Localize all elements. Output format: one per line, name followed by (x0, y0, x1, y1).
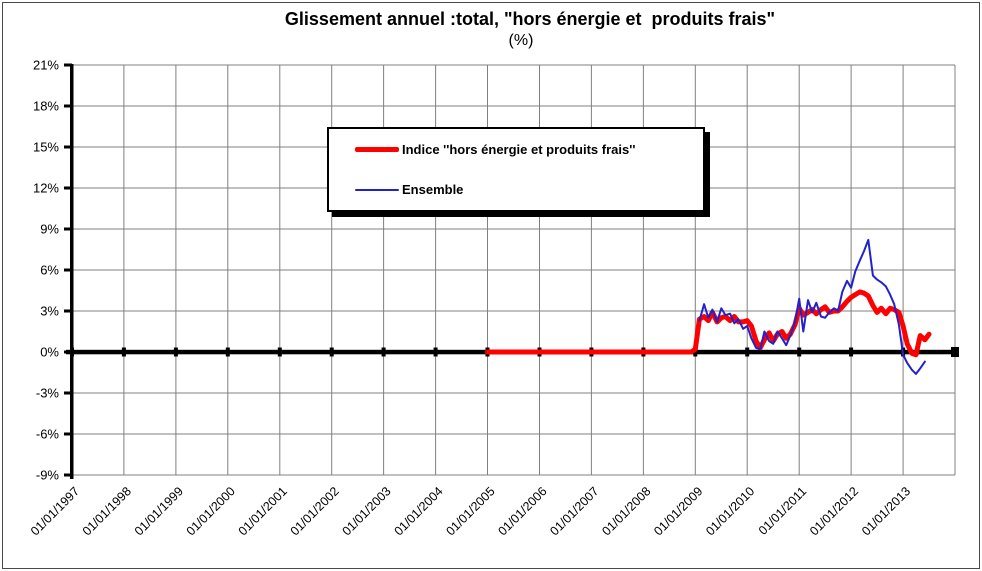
x-tick-label: 01/01/2009 (651, 484, 705, 538)
x-tick-label: 01/01/2004 (392, 484, 446, 538)
y-tick-label: 15% (33, 140, 59, 155)
y-axis-tick (64, 473, 72, 477)
y-tick-label: 18% (33, 99, 59, 114)
x-axis-tick (173, 347, 178, 357)
x-axis-tick (797, 347, 802, 357)
x-tick-label: 01/01/2002 (288, 484, 342, 538)
x-axis-endcap (951, 347, 959, 357)
legend-item-ensemble: Ensemble (355, 182, 703, 197)
x-tick-label: 01/01/2013 (859, 484, 913, 538)
x-tick-label: 01/01/1998 (80, 484, 134, 538)
y-axis-tick (64, 268, 72, 272)
x-tick-label: 01/01/2008 (599, 484, 653, 538)
x-axis-tick (121, 347, 126, 357)
chart-subtitle: (%) (508, 32, 534, 49)
y-tick-label: 9% (40, 222, 59, 237)
legend-swatch-indice-line-icon (355, 146, 399, 152)
series-line-ensemble (698, 238, 926, 375)
x-tick-label: 01/01/2000 (184, 484, 238, 538)
y-tick-label: -3% (36, 386, 60, 401)
y-tick-label: 21% (33, 58, 59, 73)
x-axis-tick (381, 347, 386, 357)
y-tick-label: 3% (40, 304, 59, 319)
legend-swatch-ensemble-line-icon (355, 188, 399, 191)
x-tick-label: 01/01/2006 (495, 484, 549, 538)
x-axis-tick (849, 347, 854, 357)
y-tick-label: -9% (36, 468, 60, 483)
x-axis-tick (433, 347, 438, 357)
y-axis-tick (64, 63, 72, 67)
x-axis-tick (225, 347, 230, 357)
x-tick-label: 01/01/1997 (28, 484, 82, 538)
x-tick-label: 01/01/2007 (547, 484, 601, 538)
x-tick-label: 01/01/2010 (703, 484, 757, 538)
chart-title: Glissement annuel :total, "hors énergie … (284, 9, 776, 29)
x-tick-label: 01/01/2001 (236, 484, 290, 538)
y-axis-tick (64, 309, 72, 313)
x-axis-tick (70, 347, 74, 357)
y-axis-tick (64, 432, 72, 436)
x-axis-tick (329, 347, 334, 357)
legend-label-ensemble: Ensemble (402, 182, 464, 198)
y-tick-label: 6% (40, 263, 59, 278)
legend-item-indice: Indice ''hors énergie et produits frais'… (355, 142, 703, 157)
y-tick-label: 0% (40, 345, 59, 360)
x-tick-label: 01/01/2012 (807, 484, 861, 538)
series-line-indice (485, 289, 932, 358)
y-tick-label: 12% (33, 181, 59, 196)
y-tick-label: -6% (36, 427, 60, 442)
x-tick-label: 01/01/2003 (340, 484, 394, 538)
y-axis-tick (64, 391, 72, 395)
y-axis-tick (64, 186, 72, 190)
y-axis-tick (64, 227, 72, 231)
x-tick-label: 01/01/2011 (756, 484, 810, 538)
x-axis-tick (745, 347, 750, 357)
x-tick-label: 01/01/1999 (132, 484, 186, 538)
y-axis-tick (64, 104, 72, 108)
x-axis-tick (277, 347, 282, 357)
x-tick-label: 01/01/2005 (443, 484, 497, 538)
legend: Indice ''hors énergie et produits frais'… (327, 127, 705, 212)
y-axis-tick (64, 145, 72, 149)
legend-label-indice: Indice ''hors énergie et produits frais'… (402, 141, 636, 157)
